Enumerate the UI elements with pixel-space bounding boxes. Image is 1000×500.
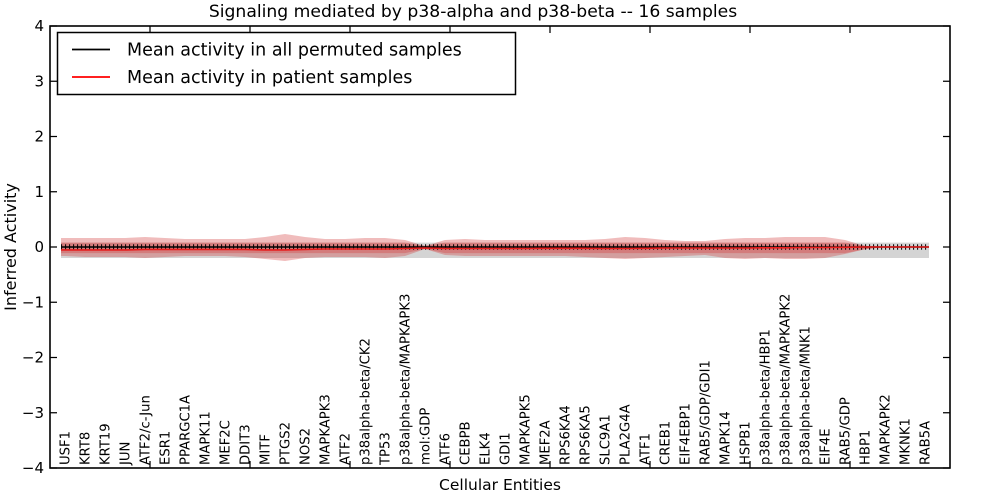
x-category-label: RPS6KA4 <box>559 405 574 465</box>
y-tick-label: −4 <box>22 459 44 477</box>
x-category-label: MITF <box>259 434 274 465</box>
x-category-label: PLA2G4A <box>619 404 634 465</box>
x-category-label: USF1 <box>59 431 74 465</box>
x-category-label: KRT19 <box>99 423 114 465</box>
y-tick-label: 0 <box>34 238 44 256</box>
series-line-mean-activity-in-patient-samples <box>61 246 929 251</box>
x-category-label: JUN <box>119 442 134 466</box>
y-tick-label: 4 <box>34 17 44 35</box>
x-category-label: EIF4E <box>819 428 834 465</box>
x-category-label: p38alpha-beta/MAPKAPK2 <box>779 294 794 465</box>
plot-dynamic-layers: 4 3 2 1 0 −1 −2 −3 −4 USF1 KRT8 KRT19 JUN ATF2/c-Jun E… <box>22 17 950 477</box>
x-category-label: CEBPB <box>459 421 474 465</box>
x-category-label: p38alpha-beta/MNK1 <box>799 326 814 465</box>
x-category-label: ATF6 <box>439 433 454 465</box>
legend-label-permuted: Mean activity in all permuted samples <box>127 41 462 61</box>
y-tick-label: 1 <box>34 183 44 201</box>
plot-area-border <box>49 25 951 469</box>
y-tick-label: 2 <box>34 128 44 146</box>
x-category-label: MEF2A <box>539 420 554 465</box>
x-category-label: RPS6KA5 <box>579 405 594 465</box>
legend-box <box>56 31 517 96</box>
x-category-label: MEF2C <box>219 420 234 465</box>
x-category-label: p38alpha-beta/HBP1 <box>759 329 774 465</box>
x-category-label: ELK4 <box>479 432 494 465</box>
x-category-label: EIF4EBP1 <box>679 403 694 465</box>
x-category-label: RAB5/GDP <box>839 397 854 465</box>
legend: Mean activity in all permuted samples Me… <box>56 31 517 96</box>
x-category-label: KRT8 <box>79 432 94 465</box>
x-category-label: MAPK14 <box>719 411 734 465</box>
x-category-label: p38alpha-beta/MAPKAPK3 <box>399 294 414 465</box>
x-category-label: HSPB1 <box>739 421 754 465</box>
x-category-label: SLC9A1 <box>599 414 614 465</box>
x-category-label: ATF1 <box>639 433 654 465</box>
x-category-label: ATF2/c-Jun <box>139 395 154 465</box>
x-category-label: NOS2 <box>299 428 314 465</box>
y-tick-label: 3 <box>34 72 44 90</box>
x-category-label: MKNK1 <box>899 418 914 465</box>
x-category-label: HBP1 <box>859 430 874 465</box>
x-category-label: ATF2 <box>339 433 354 465</box>
y-tick-label: −1 <box>22 293 44 311</box>
x-category-label: RAB5/GDP/GDI1 <box>699 360 714 465</box>
x-category-label: MAPKAPK2 <box>879 394 894 465</box>
y-axis-label: Inferred Activity <box>1 183 20 311</box>
x-category-label: GDI1 <box>499 432 514 465</box>
x-category-label: p38alpha-beta/CK2 <box>359 338 374 465</box>
x-category-label: PPARGC1A <box>179 395 194 465</box>
x-category-label: mol:GDP <box>419 408 434 465</box>
x-category-label: TP53 <box>379 432 394 466</box>
legend-label-patient: Mean activity in patient samples <box>127 68 412 88</box>
y-tick-label: −2 <box>22 349 44 367</box>
y-tick-label: −3 <box>22 404 44 422</box>
x-axis-label: Cellular Entities <box>439 476 561 494</box>
x-category-label: MAPKAPK5 <box>519 394 534 465</box>
x-category-label: RAB5A <box>919 421 934 465</box>
x-category-label: DDIT3 <box>239 424 254 465</box>
x-category-label: PTGS2 <box>279 422 294 465</box>
x-category-label: ESR1 <box>159 431 174 465</box>
x-category-label: MAPKAPK3 <box>319 394 334 465</box>
chart-title: Signaling mediated by p38-alpha and p38-… <box>209 2 737 22</box>
x-category-label: MAPK11 <box>199 411 214 465</box>
x-category-label: CREB1 <box>659 421 674 465</box>
